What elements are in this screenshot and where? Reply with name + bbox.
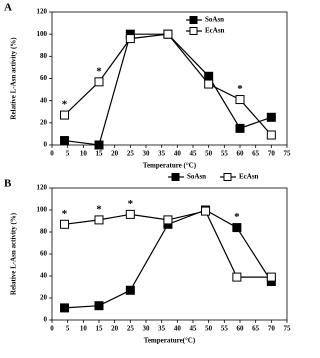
annotation: * [237, 83, 243, 95]
legend-label: EcAsn [239, 173, 259, 181]
marker [204, 71, 214, 81]
marker [60, 303, 70, 313]
y-tick-label: 20 [40, 118, 48, 126]
marker [125, 209, 135, 219]
annotation: * [96, 65, 102, 77]
x-tick-label: 15 [96, 325, 104, 333]
x-tick-label: 20 [111, 325, 119, 333]
plot-frame [51, 187, 288, 321]
legend-marker [171, 173, 180, 181]
marker [204, 79, 214, 89]
annotation: * [62, 99, 68, 111]
legend-marker [189, 27, 198, 35]
y-tick-label: 80 [40, 228, 48, 236]
x-tick-label: 5 [66, 325, 70, 333]
annotation: * [234, 211, 240, 223]
legend-label: SoAsn [187, 173, 206, 181]
y-tick-label: 120 [37, 8, 48, 16]
x-tick-label: 50 [205, 150, 213, 158]
panel-label: B [4, 178, 12, 190]
y-tick-label: 40 [40, 272, 48, 280]
x-tick-label: 20 [111, 150, 119, 158]
x-tick-label: 25 [127, 150, 135, 158]
legend-marker [223, 173, 232, 181]
x-tick-label: 5 [66, 150, 70, 158]
x-tick-label: 65 [252, 150, 260, 158]
annotation: * [62, 208, 68, 220]
marker [201, 206, 211, 216]
x-tick-label: 75 [284, 150, 292, 158]
x-tick-label: 10 [80, 325, 88, 333]
y-tick-label: 20 [40, 294, 48, 302]
x-tick-label: 70 [268, 150, 276, 158]
marker [60, 136, 70, 146]
x-tick-label: 0 [50, 150, 54, 158]
x-tick-label: 0 [50, 325, 54, 333]
x-tick-label: 35 [158, 150, 166, 158]
annotation: * [96, 203, 102, 215]
y-tick-label: 80 [40, 52, 48, 60]
marker [94, 301, 104, 311]
marker [94, 77, 104, 87]
y-tick-label: 60 [40, 250, 48, 258]
y-axis-label: Relative L-Asn activity (%) [10, 212, 18, 295]
x-tick-label: 60 [237, 325, 245, 333]
y-tick-label: 60 [40, 74, 48, 82]
marker [232, 272, 242, 282]
marker [94, 140, 104, 150]
y-axis-label: Relative L-Asn activity (%) [10, 37, 18, 120]
panel-label: A [4, 2, 12, 14]
x-tick-label: 45 [190, 150, 198, 158]
x-tick-label: 25 [127, 325, 135, 333]
marker [125, 285, 135, 295]
y-tick-label: 0 [44, 141, 48, 149]
annotation: * [128, 198, 134, 210]
y-tick-label: 0 [44, 316, 48, 324]
marker [235, 123, 245, 133]
x-axis-label: Temperature(°C) [144, 337, 196, 345]
marker [266, 130, 276, 140]
x-tick-label: 50 [205, 325, 213, 333]
x-tick-label: 60 [237, 150, 245, 158]
x-tick-label: 15 [96, 150, 104, 158]
marker [266, 272, 276, 282]
x-tick-label: 10 [80, 150, 88, 158]
x-tick-label: 70 [268, 325, 276, 333]
x-tick-label: 55 [221, 325, 229, 333]
marker [266, 112, 276, 122]
marker [60, 110, 70, 120]
y-tick-label: 120 [37, 184, 48, 192]
x-axis-label: Temperature (°C) [143, 162, 197, 170]
legend-label: SoAsn [205, 16, 224, 24]
y-tick-label: 100 [37, 206, 48, 214]
y-tick-label: 40 [40, 96, 48, 104]
x-tick-label: 40 [174, 150, 182, 158]
x-tick-label: 65 [252, 325, 260, 333]
x-tick-label: 40 [174, 325, 182, 333]
marker [60, 219, 70, 229]
x-tick-label: 30 [143, 150, 151, 158]
x-tick-label: 55 [221, 150, 229, 158]
marker [163, 215, 173, 225]
legend-marker [189, 16, 198, 24]
x-tick-label: 45 [190, 325, 198, 333]
y-tick-label: 100 [37, 30, 48, 38]
legend-label: EcAsn [205, 27, 225, 35]
marker [163, 29, 173, 39]
x-tick-label: 75 [284, 325, 292, 333]
marker [94, 215, 104, 225]
marker [125, 34, 135, 44]
x-tick-label: 30 [143, 325, 151, 333]
x-tick-label: 35 [158, 325, 166, 333]
marker [232, 223, 242, 233]
marker [235, 95, 245, 105]
